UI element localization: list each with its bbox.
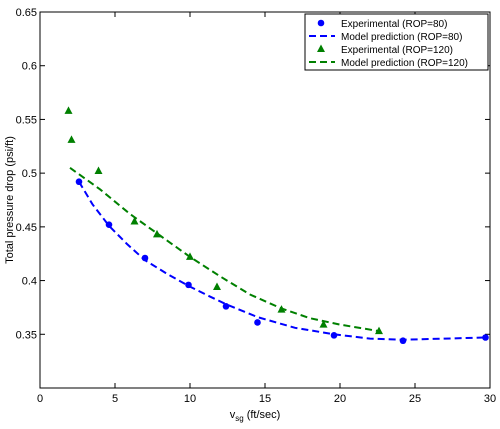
x-tick-label: 0 (37, 393, 43, 405)
data-point-triangle (130, 216, 139, 225)
data-point-circle (482, 334, 489, 341)
data-point-triangle (67, 135, 76, 143)
x-axis-label: vsg (ft/sec) (230, 409, 281, 423)
data-point-circle (254, 319, 261, 326)
data-point-triangle (94, 166, 103, 174)
y-tick-label: 0.65 (16, 7, 37, 19)
y-tick-label: 0.35 (16, 329, 37, 341)
y-tick-label: 0.4 (22, 276, 37, 288)
series-line-1 (78, 181, 486, 341)
y-tick-label: 0.6 (22, 61, 37, 73)
x-tick-label: 25 (409, 393, 421, 405)
legend-label: Model prediction (ROP=80) (341, 32, 462, 43)
legend-box (304, 13, 489, 71)
data-point-circle (222, 303, 230, 310)
legend-symbol-triangle (317, 44, 325, 52)
data-point-circle (399, 337, 407, 345)
legend: Experimental (ROP=80) Model prediction (R… (304, 13, 489, 71)
y-tick-label: 0.45 (16, 222, 37, 234)
legend-symbol-circle (317, 19, 325, 27)
data-point-triangle (213, 282, 221, 291)
plot-area: 0 5 10 15 20 25 30 0.35 0.4 0.45 0.5 0.55 0.6 0.65 vsg… (4, 7, 496, 423)
legend-label: Experimental (ROP=120) (341, 45, 453, 56)
legend-label: Model prediction (ROP=120) (341, 58, 468, 69)
legend-label: Experimental (ROP=80) (341, 19, 447, 30)
x-tick-label: 20 (334, 393, 346, 405)
y-tick-label: 0.5 (22, 168, 37, 180)
data-point-triangle (64, 106, 73, 114)
x-tick-label: 15 (259, 393, 271, 405)
x-tick-label: 5 (112, 393, 118, 405)
data-point-triangle (319, 320, 328, 328)
x-tick-label: 10 (184, 393, 196, 405)
y-tick-label: 0.55 (16, 114, 37, 126)
x-tick-label: 30 (484, 393, 496, 405)
y-axis-label: Total pressure drop (psi/ft) (4, 136, 16, 264)
